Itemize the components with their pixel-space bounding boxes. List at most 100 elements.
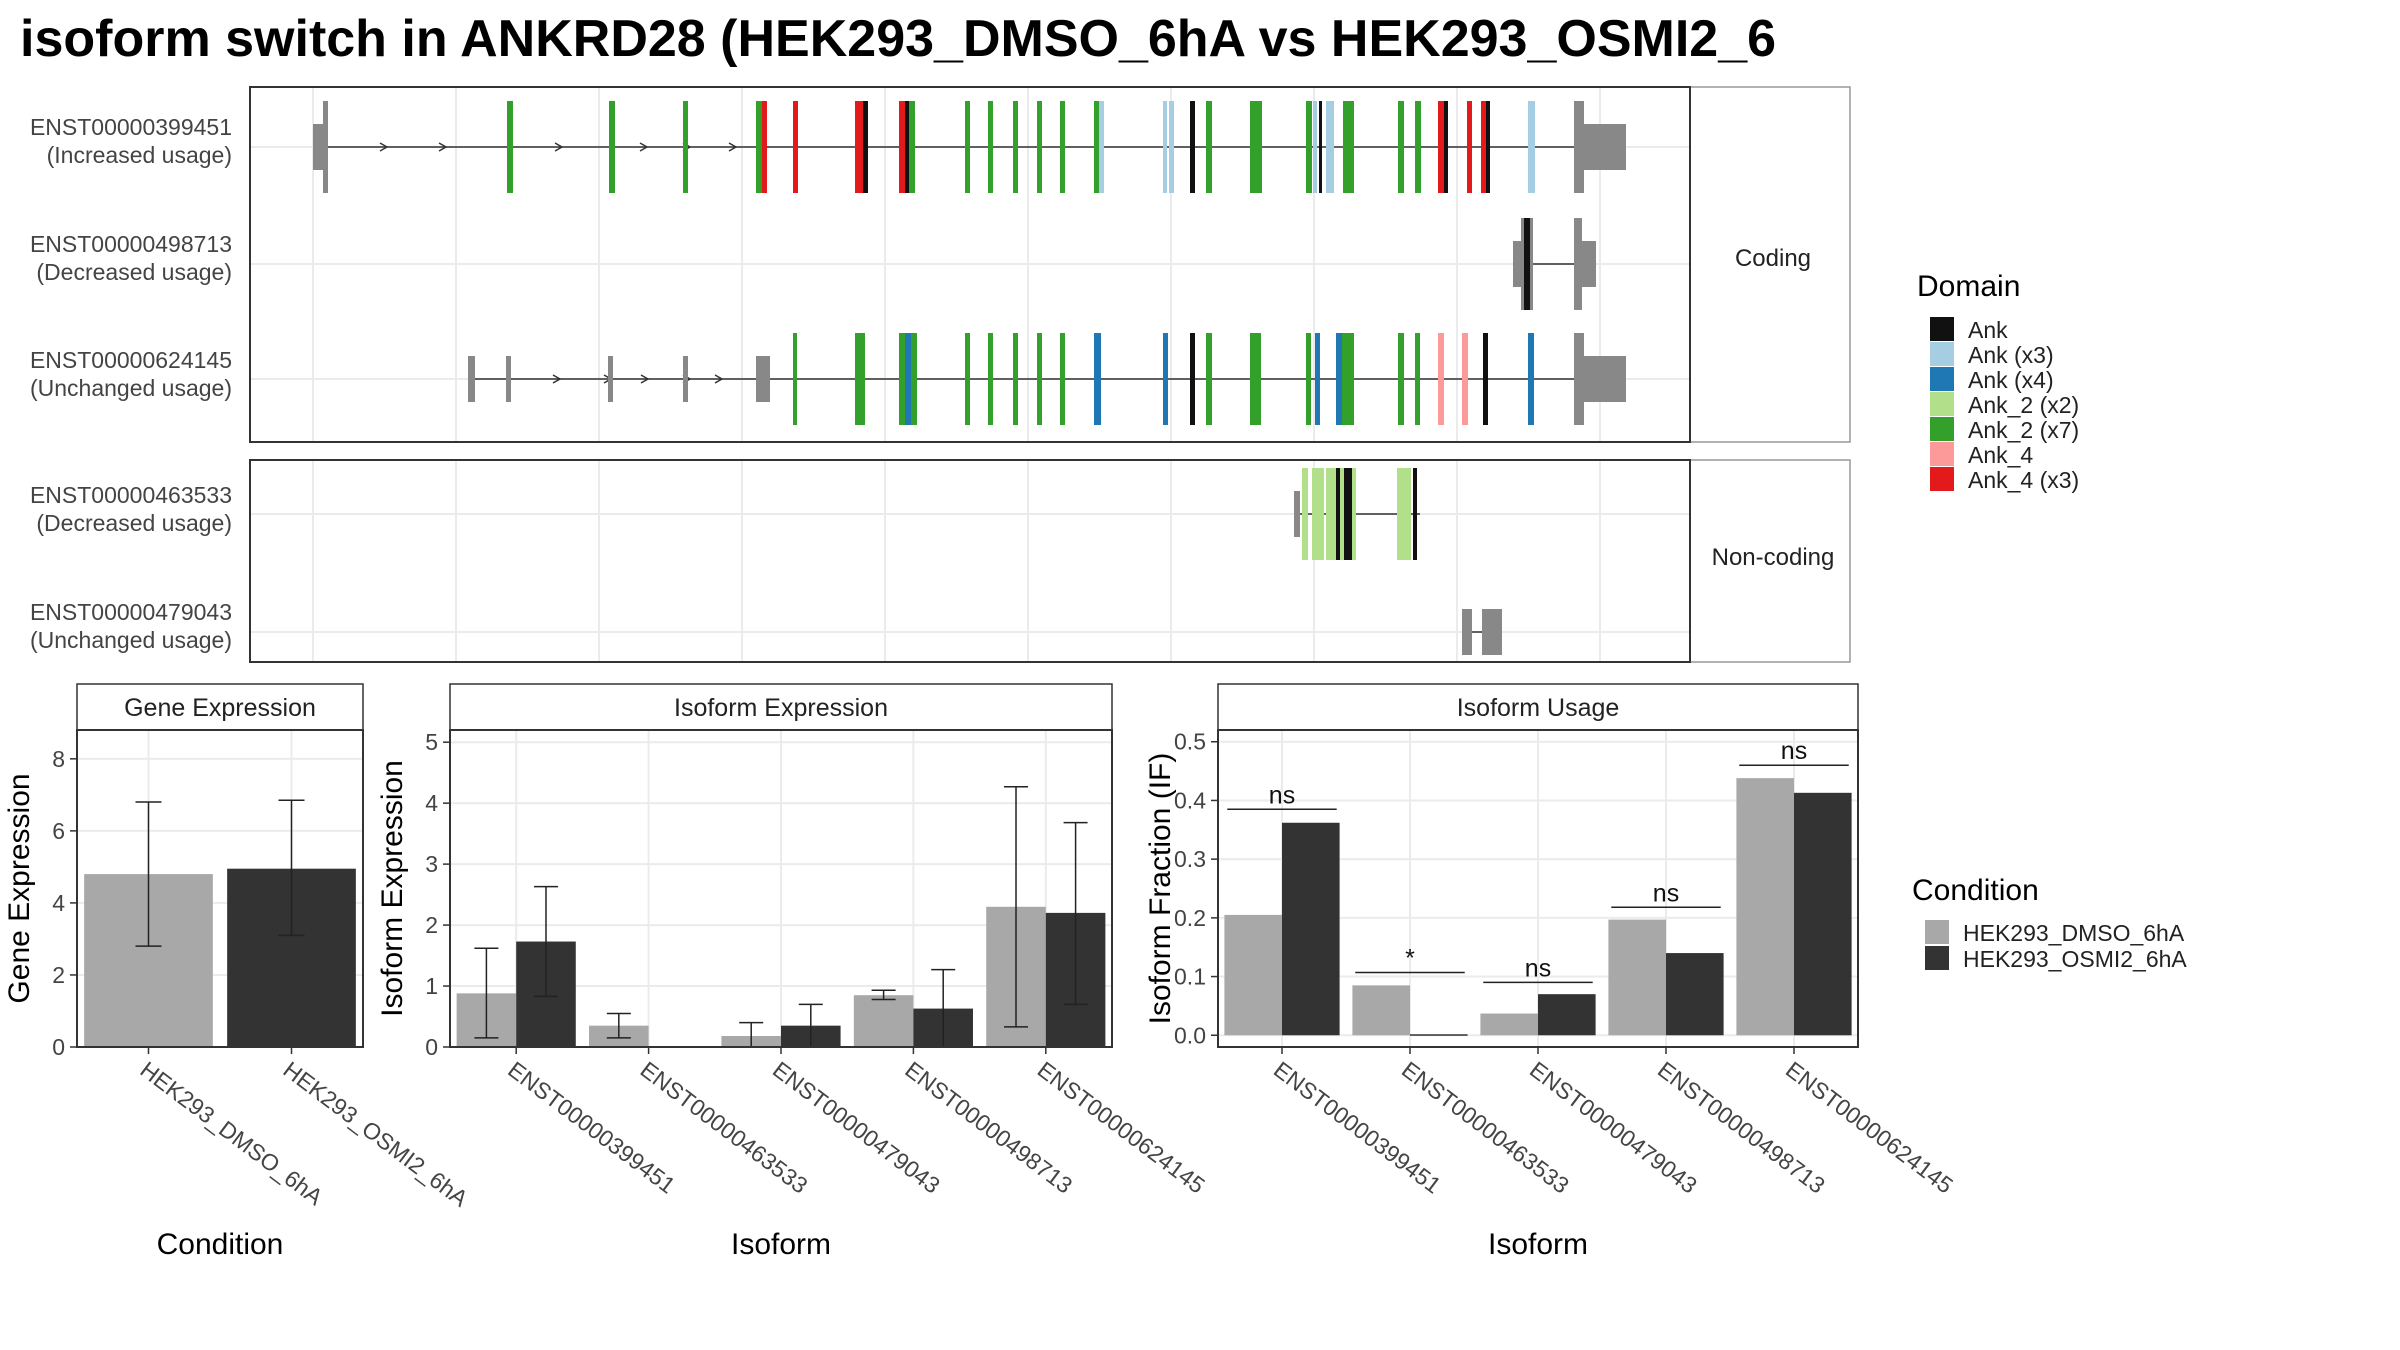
domain-exon <box>1302 468 1308 560</box>
domain-exon <box>1397 468 1407 560</box>
utr-exon <box>1582 241 1596 287</box>
domain-exon <box>762 101 767 193</box>
transcript-label-2-usage: (Decreased usage) <box>36 259 232 285</box>
domain-exon <box>1315 333 1320 425</box>
y-tick-label: 0.0 <box>1174 1022 1206 1048</box>
transcript-label-1-usage: (Increased usage) <box>47 142 232 168</box>
utr-exon <box>468 356 475 402</box>
domain-exon <box>793 333 797 425</box>
domain-exon <box>1340 468 1344 560</box>
y-tick-label: 6 <box>52 818 65 844</box>
legend-swatch-ank4-x3 <box>1930 467 1954 491</box>
strip-coding-label: Coding <box>1735 245 1811 272</box>
domain-exon <box>1398 101 1404 193</box>
strand-arrow <box>438 142 448 152</box>
transcript-label-5-id: ENST00000479043 <box>30 599 232 625</box>
legend-swatch-ank2-x2 <box>1930 392 1954 416</box>
y-tick-label: 0 <box>425 1034 438 1060</box>
exon <box>1574 333 1584 425</box>
domain-exon <box>1037 333 1042 425</box>
domain-exon <box>1060 101 1065 193</box>
utr-exon <box>756 356 770 402</box>
y-tick-label: 2 <box>52 962 65 988</box>
legend-label-ank: Ank <box>1968 317 2008 343</box>
bar <box>1666 953 1724 1036</box>
x-axis-title: Isoform <box>731 1228 831 1261</box>
domain-exon <box>1528 333 1534 425</box>
significance-label: ns <box>1653 879 1679 907</box>
strand-arrow <box>379 142 389 152</box>
strand-arrow <box>728 142 738 152</box>
legend-label-osmi: HEK293_OSMI2_6hA <box>1963 946 2187 972</box>
domain-exon <box>1415 101 1421 193</box>
strand-arrow <box>554 142 564 152</box>
domain-exon <box>1306 101 1312 193</box>
domain-exon <box>1462 333 1468 425</box>
strand-arrow <box>640 374 650 384</box>
domain-exon <box>1094 101 1099 193</box>
legend-label-ank2-x7: Ank_2 (x7) <box>1968 417 2079 443</box>
y-tick-label: 8 <box>52 746 65 772</box>
panel-title: Gene Expression <box>124 694 316 722</box>
domain-exon <box>1163 333 1168 425</box>
domain-exon <box>1060 333 1065 425</box>
y-tick-label: 0.5 <box>1174 729 1206 755</box>
domain-exon <box>965 101 970 193</box>
legend-label-ank-x3: Ank (x3) <box>1968 342 2054 368</box>
domain-exon <box>1486 101 1490 193</box>
domain-exon <box>1413 468 1417 560</box>
condition-legend-title: Condition <box>1912 874 2039 907</box>
legend-swatch-osmi <box>1925 946 1949 970</box>
domain-exon <box>1343 101 1354 193</box>
domain-exon <box>855 333 865 425</box>
bar <box>1410 1034 1468 1036</box>
domain-exon <box>1524 218 1530 310</box>
domain-exon <box>1313 101 1317 193</box>
bar <box>1480 1013 1538 1036</box>
domain-exon <box>1326 101 1334 193</box>
domain-exon <box>1312 468 1318 560</box>
y-tick-label: 0.4 <box>1174 787 1206 813</box>
significance-label: ns <box>1525 954 1551 982</box>
y-tick-label: 0.1 <box>1174 964 1206 990</box>
strand-arrow <box>552 374 562 384</box>
domain-exon <box>1481 101 1486 193</box>
transcript-label-4-usage: (Decreased usage) <box>36 510 232 536</box>
y-tick-label: 4 <box>52 890 65 916</box>
exon <box>1521 218 1525 310</box>
bar <box>1736 778 1794 1036</box>
y-axis-title: Isoform Expression <box>376 760 409 1017</box>
legend-label-ank4: Ank_4 <box>1968 442 2033 468</box>
domain-exon <box>1306 333 1311 425</box>
domain-exon <box>1190 333 1195 425</box>
legend-swatch-ank4 <box>1930 442 1954 466</box>
transcript-label-4-id: ENST00000463533 <box>30 482 232 508</box>
y-tick-label: 3 <box>425 851 438 877</box>
domain-exon <box>1438 333 1444 425</box>
utr-exon <box>1584 124 1626 170</box>
domain-exon <box>1094 333 1101 425</box>
domain-exon <box>507 101 513 193</box>
domain-exon <box>1250 101 1262 193</box>
domain-exon <box>1206 333 1212 425</box>
significance-label: * <box>1405 944 1415 972</box>
domain-exon <box>899 333 905 425</box>
domain-exon <box>1342 333 1354 425</box>
domain-exon <box>1467 101 1472 193</box>
domain-exon <box>965 333 970 425</box>
exon <box>683 356 688 402</box>
y-axis-title: Gene Expression <box>3 773 36 1003</box>
legend-swatch-ank2-x7 <box>1930 417 1954 441</box>
domain-exon <box>911 333 917 425</box>
y-tick-label: 5 <box>425 729 438 755</box>
transcript-label-1-id: ENST00000399451 <box>30 114 232 140</box>
domain-legend-title: Domain <box>1917 270 2020 303</box>
domain-exon <box>1438 101 1444 193</box>
panel-strip <box>76 683 364 731</box>
domain-exon <box>1318 468 1324 560</box>
domain-exon <box>793 101 798 193</box>
utr-exon <box>1462 609 1472 655</box>
structure-panel-bg <box>250 460 1690 662</box>
bar <box>1352 985 1410 1036</box>
bar <box>1538 994 1596 1036</box>
